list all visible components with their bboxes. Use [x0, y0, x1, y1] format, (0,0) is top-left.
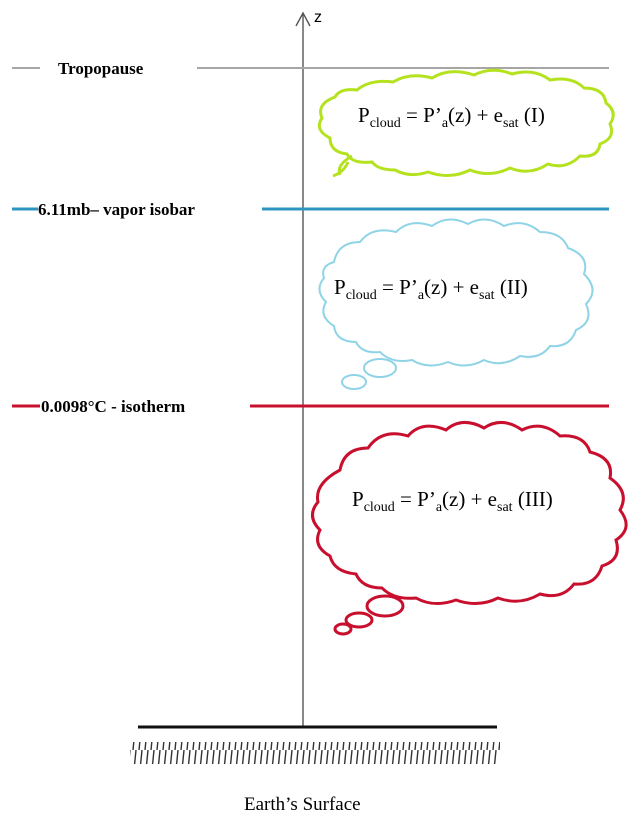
cloud-II-outline [318, 218, 594, 367]
cloud-III-tail-medium [344, 611, 374, 629]
z-axis-arrowhead [295, 11, 311, 27]
cloud-III-tail-large [365, 594, 405, 618]
ground-hatching [130, 742, 500, 764]
cloud-I: Pcloud = P’a(z) + esat (I) [317, 68, 615, 178]
tropopause-label: Tropopause [58, 59, 144, 78]
cloud-II: Pcloud = P’a(z) + esat (II) [318, 218, 594, 390]
cloud-III: Pcloud = P’a(z) + esat (III) [311, 421, 628, 636]
cloud-III-outline [311, 421, 628, 605]
cloud-I-tail [332, 154, 353, 178]
cloud-II-tail-small [341, 374, 367, 390]
cloud-III-tail-small [333, 622, 353, 636]
z-axis-label: z [314, 9, 322, 26]
cloud-I-outline [317, 68, 615, 177]
cloud-III-equation: Pcloud = P’a(z) + esat (III) [352, 487, 553, 515]
cloud-I-equation: Pcloud = P’a(z) + esat (I) [358, 103, 545, 131]
isotherm-label: 0.0098°C - isotherm [41, 397, 185, 416]
cloud-II-equation: Pcloud = P’a(z) + esat (II) [334, 275, 528, 303]
cloud-II-tail-large [363, 358, 397, 378]
earth-surface-label: Earth’s Surface [244, 794, 361, 815]
vapor-isobar-label: 6.11mb– vapor isobar [38, 200, 195, 219]
